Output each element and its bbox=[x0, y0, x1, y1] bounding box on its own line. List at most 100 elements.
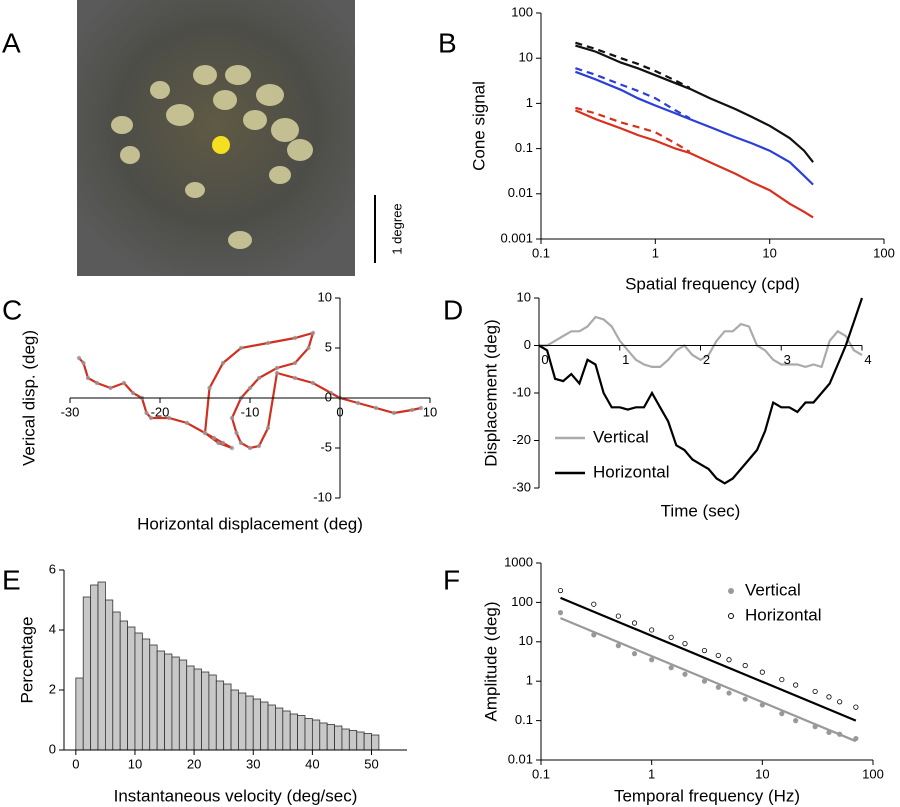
point bbox=[211, 435, 217, 441]
x-tick-label: 2 bbox=[703, 352, 710, 367]
bar bbox=[267, 704, 276, 751]
point bbox=[229, 415, 235, 421]
x-axis-label: Time (sec) bbox=[661, 501, 741, 520]
panel-label: A bbox=[2, 27, 21, 58]
point bbox=[742, 696, 748, 702]
bar bbox=[75, 677, 84, 751]
point bbox=[759, 669, 765, 675]
point bbox=[649, 627, 655, 633]
x-tick-label: 40 bbox=[305, 756, 319, 771]
point bbox=[812, 688, 818, 695]
x-tick-label: -30 bbox=[61, 404, 80, 419]
y-tick-label: 0 bbox=[524, 337, 531, 352]
point bbox=[274, 370, 280, 376]
scale-label: 1 degree bbox=[389, 203, 404, 254]
point bbox=[837, 699, 843, 705]
series-line bbox=[78, 331, 422, 450]
point bbox=[409, 407, 415, 413]
bar bbox=[90, 584, 99, 751]
bar bbox=[341, 728, 350, 751]
bar bbox=[119, 620, 128, 751]
x-tick-label: 0 bbox=[541, 352, 548, 367]
y-tick-label: 10 bbox=[517, 289, 531, 304]
series-line bbox=[574, 109, 814, 219]
point bbox=[615, 643, 621, 649]
x-tick-label: 30 bbox=[246, 756, 260, 771]
point bbox=[310, 380, 316, 386]
x-tick-label: 100 bbox=[862, 766, 884, 781]
x-tick-label: -10 bbox=[241, 404, 260, 419]
point bbox=[631, 651, 638, 657]
point bbox=[726, 657, 732, 663]
point bbox=[682, 671, 688, 677]
point bbox=[826, 694, 832, 700]
bar bbox=[348, 730, 358, 751]
bar bbox=[252, 698, 262, 751]
x-tick-label: 0.1 bbox=[532, 766, 550, 781]
y-tick-label: 0 bbox=[49, 741, 56, 756]
point bbox=[793, 717, 799, 724]
fit-line bbox=[560, 617, 857, 743]
x-tick-label: 10 bbox=[128, 756, 142, 771]
bar bbox=[134, 632, 143, 751]
y-tick-label: 2 bbox=[49, 681, 56, 696]
x-tick-label: 0 bbox=[336, 404, 343, 419]
point bbox=[256, 443, 262, 449]
point bbox=[557, 587, 564, 594]
y-axis-label: Amplitude (deg) bbox=[481, 601, 500, 721]
y-axis-label: Percentage bbox=[17, 617, 36, 704]
point bbox=[779, 676, 785, 683]
bar bbox=[201, 671, 210, 751]
bar bbox=[371, 734, 380, 751]
point bbox=[355, 400, 361, 406]
point bbox=[256, 375, 262, 381]
point bbox=[76, 355, 82, 361]
x-tick-label: 1 bbox=[622, 352, 629, 367]
x-axis-label: Temporal frequency (Hz) bbox=[614, 786, 800, 805]
bar bbox=[230, 689, 239, 751]
point bbox=[207, 385, 212, 391]
point bbox=[216, 440, 221, 446]
bar bbox=[238, 692, 247, 751]
x-axis-label: Spatial frequency (cpd) bbox=[625, 274, 800, 293]
x-tick-label: -20 bbox=[151, 404, 170, 419]
bar bbox=[334, 725, 343, 751]
point bbox=[715, 652, 721, 659]
legend-label: Horizontal bbox=[745, 605, 822, 624]
bar bbox=[260, 701, 269, 751]
y-tick-label: 1000 bbox=[504, 554, 533, 569]
y-tick-label: 10 bbox=[318, 289, 332, 304]
point bbox=[591, 601, 597, 607]
series-line bbox=[575, 67, 691, 120]
y-tick-label: 4 bbox=[49, 621, 56, 636]
chart: -30 -20 -10 0 10 -10 -5 0 5 10 Horizontal displace… bbox=[19, 289, 437, 533]
y-tick-label: 100 bbox=[511, 594, 533, 609]
x-tick-label: 10 bbox=[755, 766, 769, 781]
y-tick-label: 100 bbox=[511, 4, 533, 19]
bar bbox=[82, 596, 92, 751]
legend-marker bbox=[728, 588, 734, 594]
point bbox=[166, 415, 172, 421]
point bbox=[274, 365, 280, 371]
point bbox=[220, 360, 226, 366]
y-tick-label: -10 bbox=[313, 489, 332, 504]
point bbox=[391, 410, 397, 416]
point bbox=[148, 415, 154, 421]
chart: 0 10 20 30 40 50 0 2 4 6 Instantaneous velocity (d… bbox=[17, 561, 407, 805]
bar bbox=[245, 695, 254, 751]
series-line bbox=[575, 44, 814, 163]
photo: 1 degree bbox=[77, 0, 404, 276]
point bbox=[418, 405, 424, 411]
point bbox=[306, 345, 311, 351]
bar bbox=[186, 665, 195, 751]
point bbox=[292, 360, 298, 366]
bar bbox=[178, 659, 188, 751]
y-tick-label: 0 bbox=[325, 389, 332, 404]
x-tick-label: 10 bbox=[762, 245, 776, 260]
bar bbox=[141, 638, 151, 751]
point bbox=[557, 610, 564, 616]
bar bbox=[149, 644, 158, 751]
bar bbox=[127, 626, 136, 751]
point bbox=[701, 647, 708, 654]
